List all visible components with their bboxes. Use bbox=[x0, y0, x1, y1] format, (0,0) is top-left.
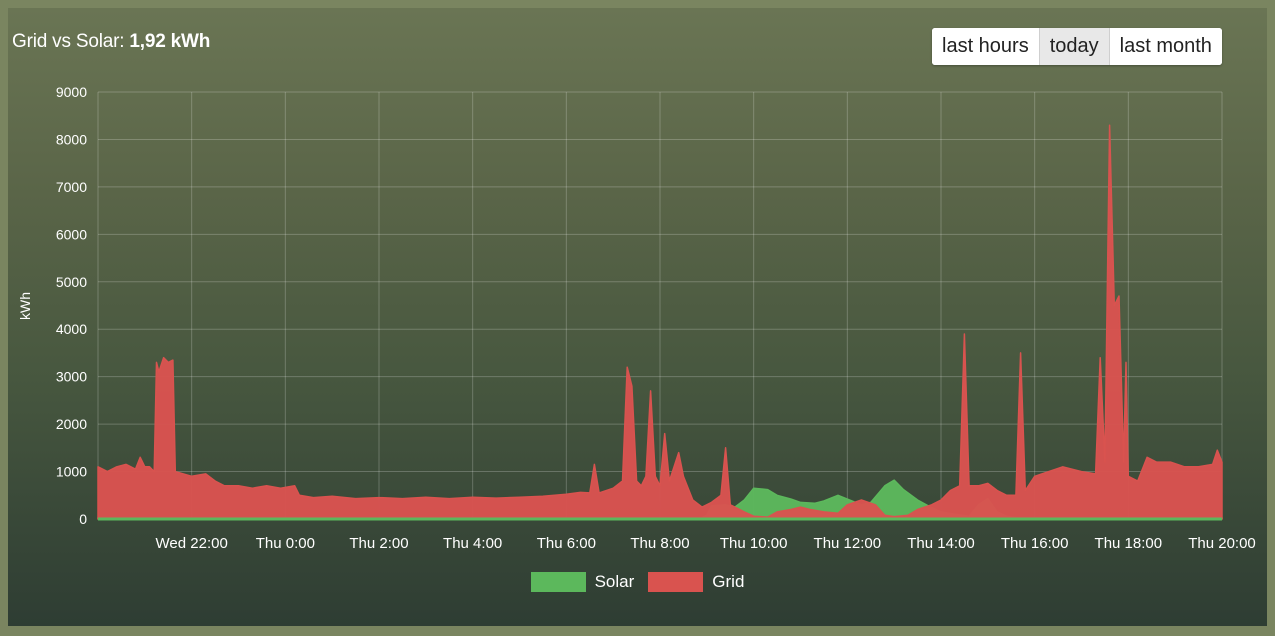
chart-legend: Solar Grid bbox=[0, 572, 1275, 592]
x-tick-label: Thu 10:00 bbox=[720, 535, 788, 552]
x-tick-label: Thu 6:00 bbox=[537, 535, 596, 552]
series-area-grid bbox=[97, 124, 1223, 520]
time-range-button-group: last hours today last month bbox=[932, 28, 1222, 65]
legend-swatch-solar bbox=[530, 572, 586, 592]
series-layer bbox=[97, 124, 1223, 520]
y-tick-label: 3000 bbox=[56, 369, 87, 385]
x-tick-label: Wed 22:00 bbox=[156, 535, 228, 552]
legend-item-grid[interactable]: Grid bbox=[648, 572, 744, 592]
x-tick-label: Thu 16:00 bbox=[1001, 535, 1069, 552]
y-tick-label: 9000 bbox=[56, 84, 87, 100]
y-tick-label: 6000 bbox=[56, 226, 87, 242]
legend-label-solar: Solar bbox=[594, 572, 635, 591]
x-tick-label: Thu 2:00 bbox=[349, 535, 408, 552]
y-tick-label: 8000 bbox=[56, 131, 87, 147]
last-hours-button[interactable]: last hours bbox=[932, 28, 1040, 65]
axes: 0 1000 2000 3000 4000 5000 6000 7000 8000 9000 Wed… bbox=[56, 84, 1256, 552]
today-button[interactable]: today bbox=[1039, 28, 1110, 65]
chart-title-prefix: Grid vs Solar: bbox=[12, 31, 125, 52]
y-tick-label: 7000 bbox=[56, 179, 87, 195]
chart-title: Grid vs Solar: 1,92 kWh bbox=[12, 31, 210, 53]
legend-swatch-grid bbox=[648, 572, 704, 592]
y-axis-label: kWh bbox=[17, 292, 33, 320]
y-tick-label: 4000 bbox=[56, 321, 87, 337]
chart-title-value: 1,92 kWh bbox=[129, 31, 211, 52]
y-tick-label: 0 bbox=[79, 511, 87, 527]
x-tick-label: Thu 20:00 bbox=[1188, 535, 1256, 552]
x-tick-label: Thu 4:00 bbox=[443, 535, 502, 552]
grid-lines bbox=[97, 91, 1223, 520]
y-tick-label: 1000 bbox=[56, 464, 87, 480]
x-tick-label: Thu 8:00 bbox=[630, 535, 689, 552]
x-tick-label: Thu 14:00 bbox=[907, 535, 975, 552]
x-tick-label: Thu 0:00 bbox=[256, 535, 315, 552]
x-tick-label: Thu 12:00 bbox=[814, 535, 882, 552]
legend-label-grid: Grid bbox=[712, 572, 745, 591]
x-tick-label: Thu 18:00 bbox=[1095, 535, 1163, 552]
y-tick-label: 2000 bbox=[56, 416, 87, 432]
last-month-button[interactable]: last month bbox=[1109, 28, 1222, 65]
y-tick-label: 5000 bbox=[56, 274, 87, 290]
legend-item-solar[interactable]: Solar bbox=[530, 572, 635, 592]
